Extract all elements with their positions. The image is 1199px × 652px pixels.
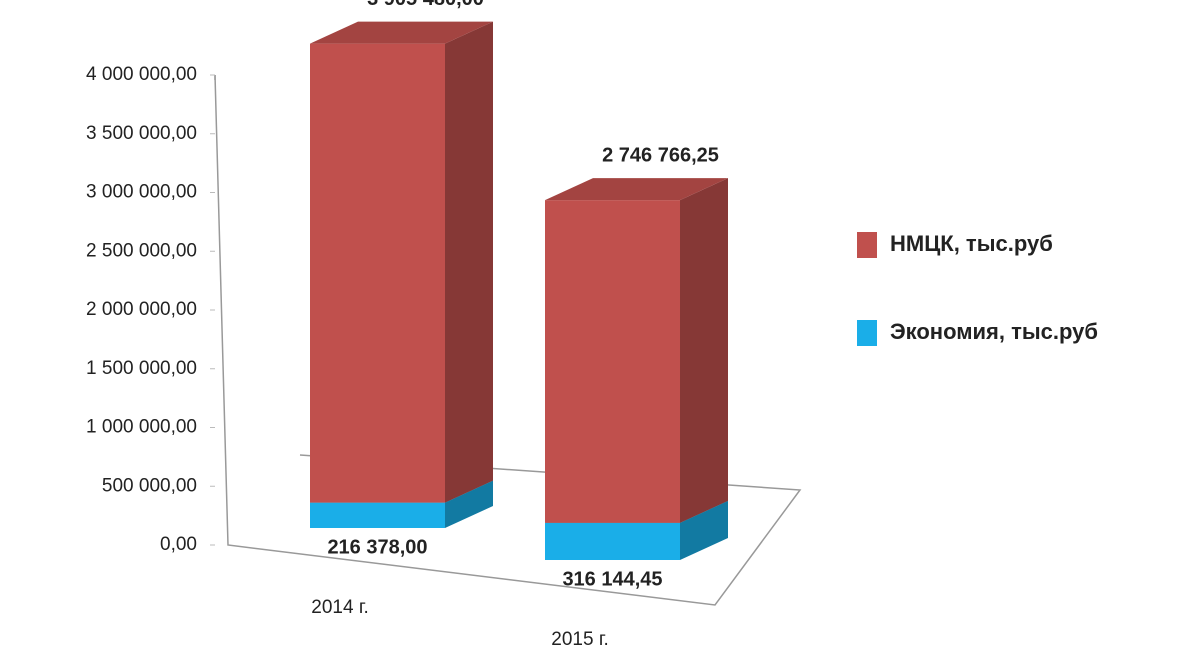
bar-segment bbox=[545, 178, 728, 523]
bar-top bbox=[310, 21, 493, 44]
y-tick-label: 1 500 000,00 bbox=[86, 358, 197, 379]
y-tick-label: 3 000 000,00 bbox=[86, 182, 197, 203]
bar-side bbox=[680, 500, 728, 560]
x-tick-label: 2015 г. bbox=[551, 629, 608, 650]
legend-swatch bbox=[857, 320, 877, 346]
bar-front bbox=[545, 200, 680, 523]
bar-front bbox=[310, 502, 445, 528]
y-tick-label: 4 000 000,00 bbox=[86, 64, 197, 85]
y-tick-label: 3 500 000,00 bbox=[86, 123, 197, 144]
bar-front bbox=[545, 522, 680, 560]
data-label: 216 378,00 bbox=[327, 536, 427, 558]
bar-side bbox=[680, 178, 728, 523]
y-tick-label: 0,00 bbox=[160, 534, 197, 555]
legend-swatch bbox=[857, 232, 877, 258]
legend-label: НМЦК, тыс.руб bbox=[890, 231, 1053, 256]
data-label: 316 144,45 bbox=[562, 568, 662, 590]
y-tick-label: 2 500 000,00 bbox=[86, 240, 197, 261]
bar-side bbox=[445, 21, 493, 503]
y-tick-label: 1 000 000,00 bbox=[86, 417, 197, 438]
legend-label: Экономия, тыс.руб bbox=[890, 319, 1098, 344]
y-tick-label: 500 000,00 bbox=[102, 475, 197, 496]
bar-segment bbox=[310, 21, 493, 503]
y-tick-label: 2 000 000,00 bbox=[86, 299, 197, 320]
x-tick-label: 2014 г. bbox=[311, 597, 368, 618]
bar-top bbox=[545, 178, 728, 201]
data-label: 3 905 480,00 bbox=[367, 0, 484, 10]
bar-front bbox=[310, 43, 445, 503]
bar-side bbox=[445, 480, 493, 528]
data-label: 2 746 766,25 bbox=[602, 144, 719, 166]
